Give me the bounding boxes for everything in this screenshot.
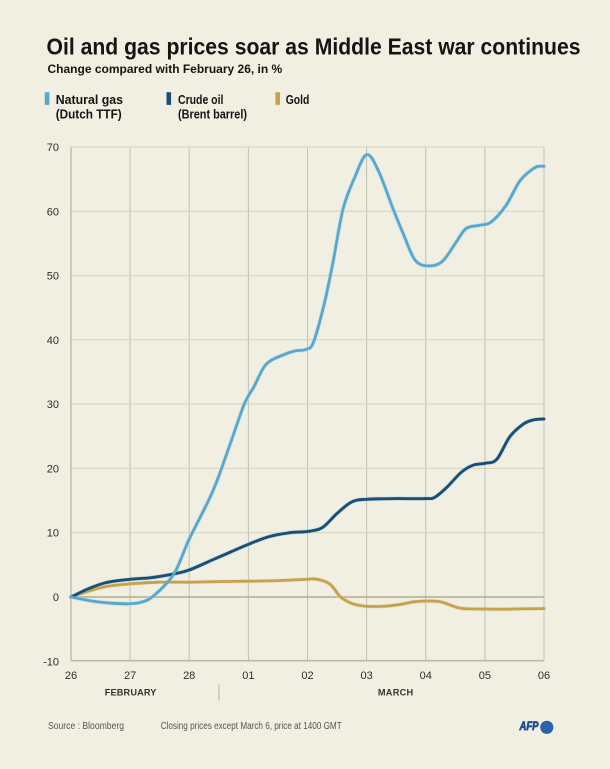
svg-text:10: 10 xyxy=(47,528,59,540)
svg-text:27: 27 xyxy=(124,670,136,682)
svg-text:60: 60 xyxy=(47,206,59,218)
svg-text:02: 02 xyxy=(301,670,313,682)
svg-text:06: 06 xyxy=(538,670,550,682)
svg-text:01: 01 xyxy=(242,670,254,682)
svg-text:Closing prices except March 6,: Closing prices except March 6, price at … xyxy=(161,721,342,732)
svg-text:50: 50 xyxy=(47,271,59,283)
svg-text:0: 0 xyxy=(53,592,59,604)
svg-text:04: 04 xyxy=(420,670,432,682)
svg-text:AFP: AFP xyxy=(519,721,539,733)
svg-text:40: 40 xyxy=(47,335,59,347)
svg-text:20: 20 xyxy=(47,463,59,475)
svg-text:28: 28 xyxy=(183,670,195,682)
svg-text:Natural gas: Natural gas xyxy=(56,92,123,107)
svg-text:70: 70 xyxy=(47,142,59,154)
svg-text:Oil and gas prices soar as Mid: Oil and gas prices soar as Middle East w… xyxy=(47,34,581,60)
svg-text:Crude oil: Crude oil xyxy=(178,92,223,107)
svg-text:30: 30 xyxy=(47,399,59,411)
svg-text:MARCH: MARCH xyxy=(378,688,414,698)
svg-text:(Brent barrel): (Brent barrel) xyxy=(178,107,247,122)
svg-text:05: 05 xyxy=(479,670,491,682)
svg-text:FEBRUARY: FEBRUARY xyxy=(105,688,157,698)
svg-text:Change compared with February: Change compared with February 26, in % xyxy=(48,62,283,76)
svg-text:26: 26 xyxy=(65,670,77,682)
svg-text:-10: -10 xyxy=(43,656,59,668)
svg-text:Source : Bloomberg: Source : Bloomberg xyxy=(48,721,124,732)
svg-text:(Dutch TTF): (Dutch TTF) xyxy=(56,107,122,122)
svg-text:Gold: Gold xyxy=(286,92,310,107)
svg-text:03: 03 xyxy=(360,670,372,682)
